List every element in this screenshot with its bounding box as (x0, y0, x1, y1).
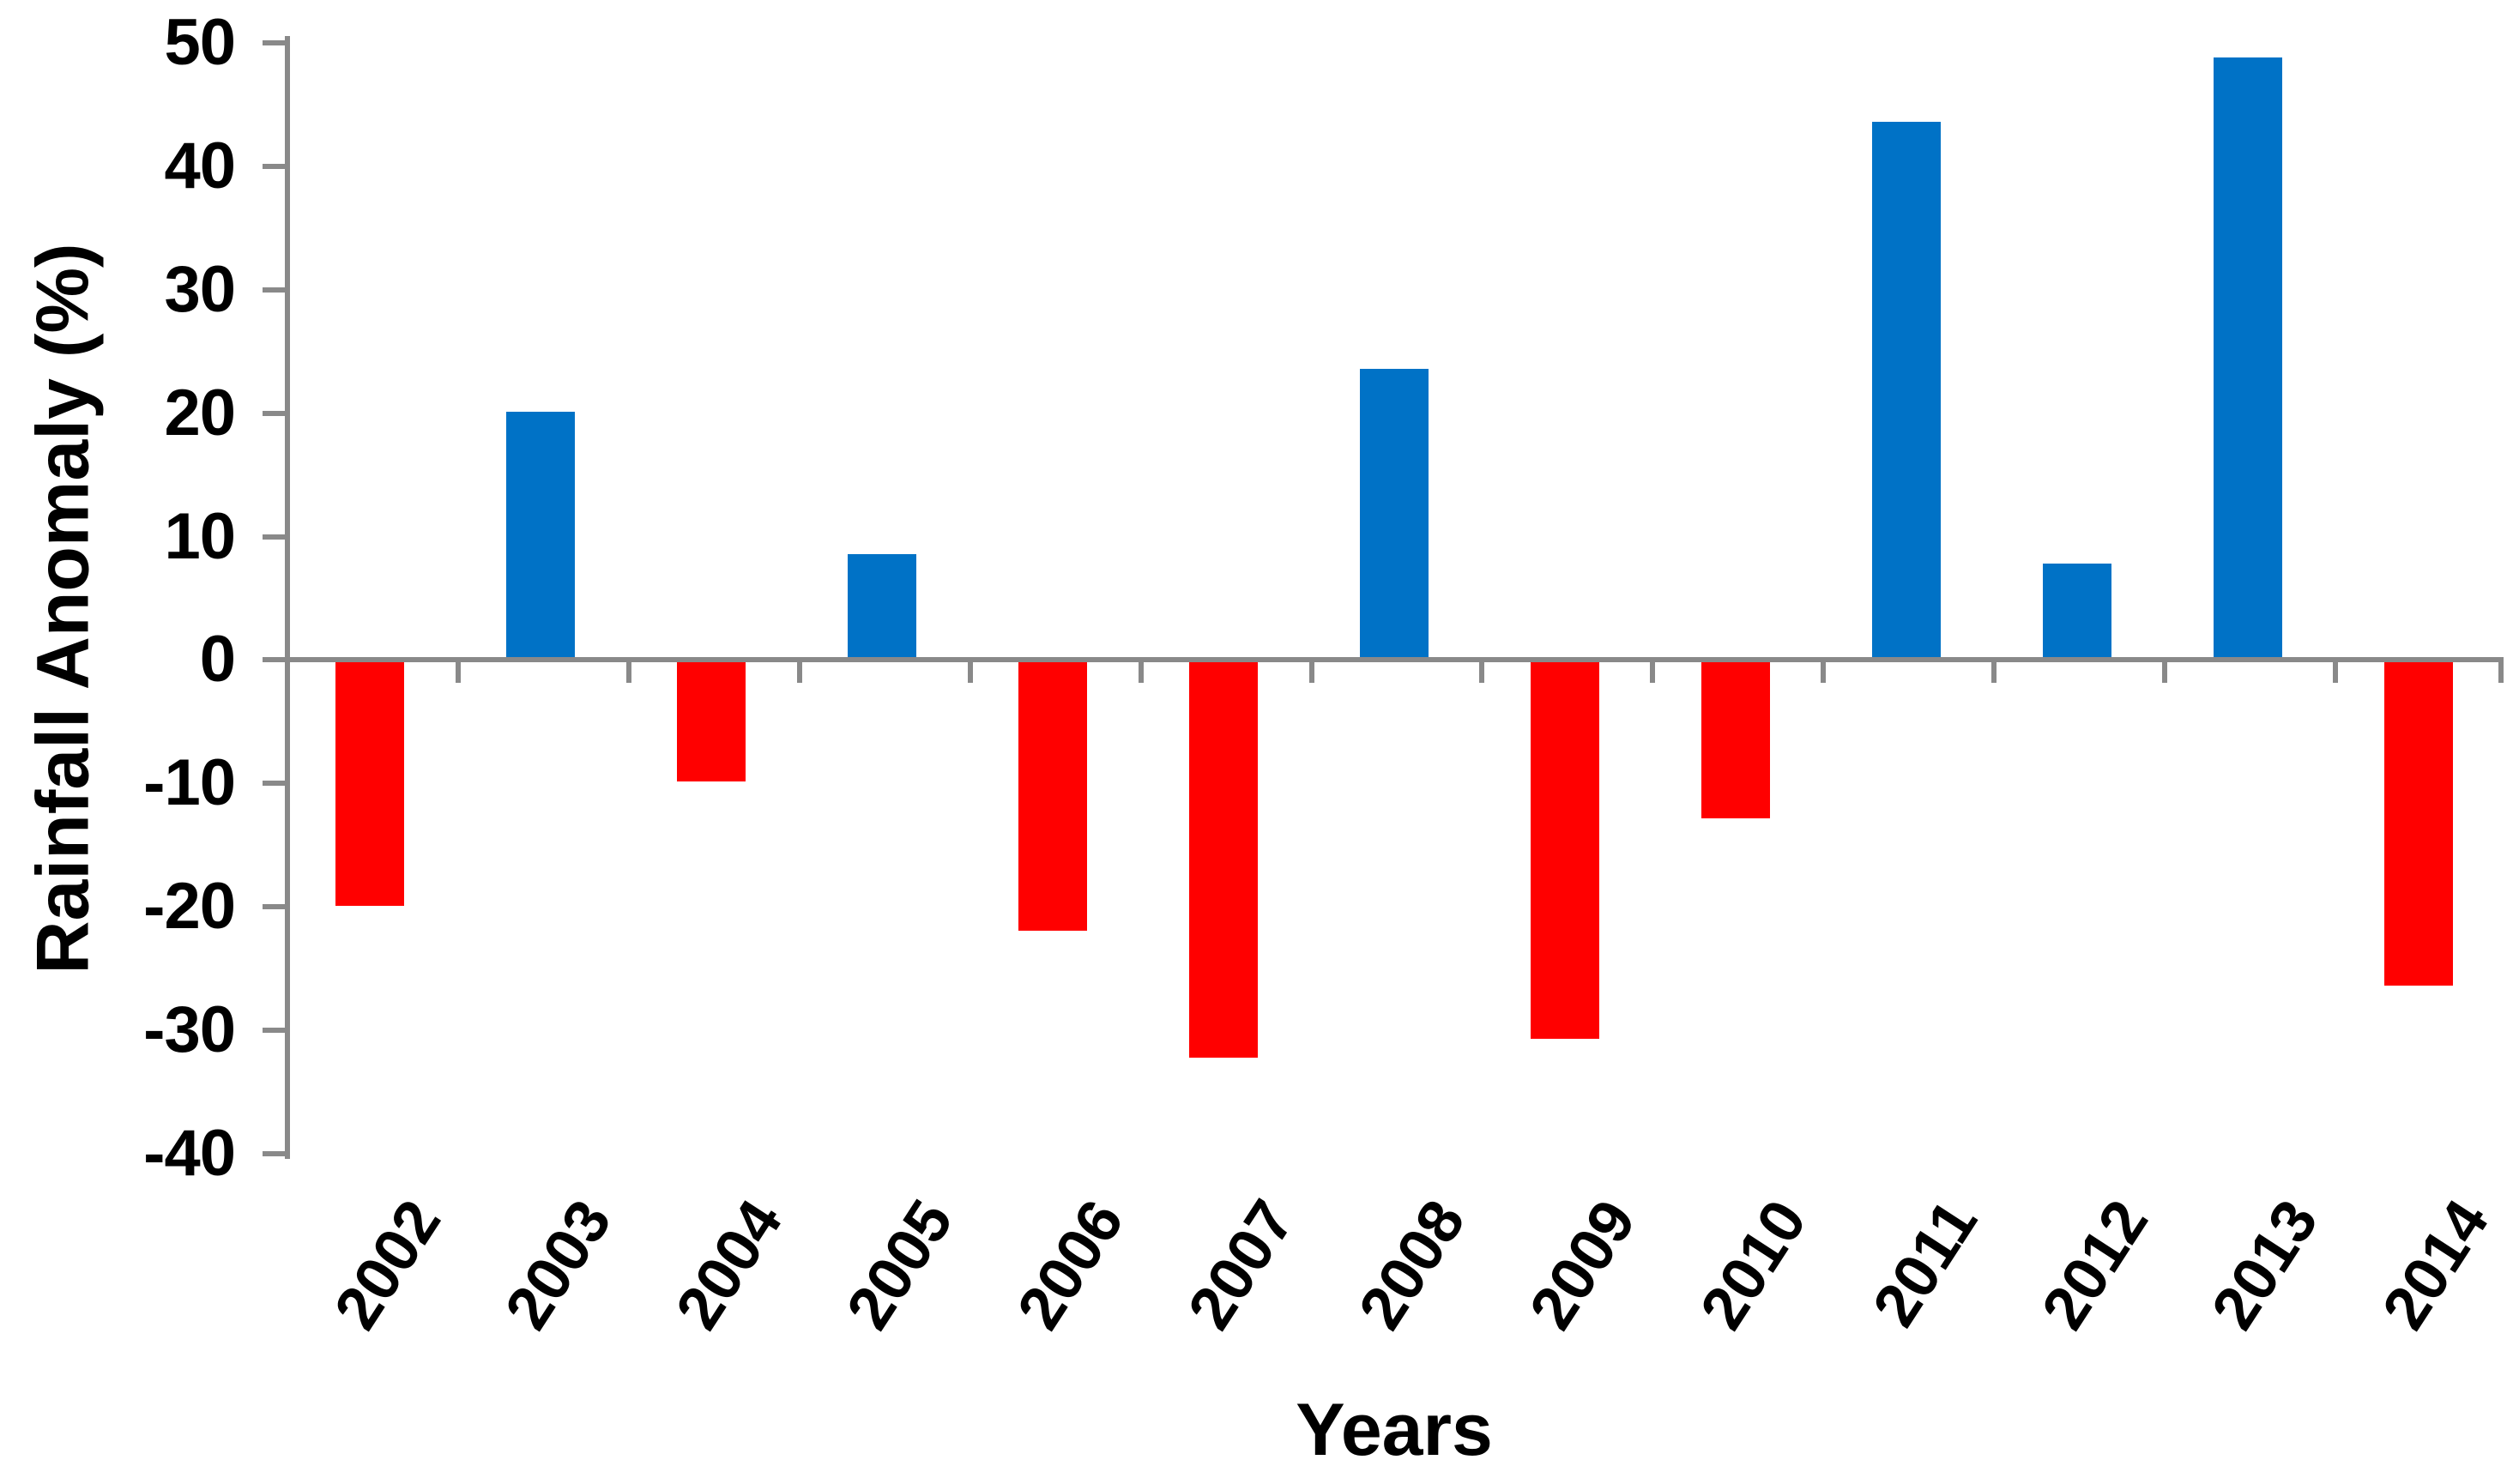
x-tick-label-2004: 2004 (662, 1188, 796, 1342)
y-axis-tick (263, 410, 285, 416)
x-tick-label-2010: 2010 (1687, 1188, 1820, 1342)
y-axis-tick (263, 904, 285, 910)
x-axis-tick (796, 662, 802, 684)
y-axis-tick (263, 1151, 285, 1156)
x-tick-label-2008: 2008 (1345, 1188, 1478, 1342)
x-tick-label-2012: 2012 (2028, 1188, 2161, 1342)
bar-2003 (506, 412, 576, 658)
y-tick-label: -20 (143, 870, 236, 944)
x-axis-tick (1821, 662, 1827, 684)
x-tick-label-2013: 2013 (2199, 1188, 2332, 1342)
y-axis-tick (263, 1028, 285, 1034)
x-axis-tick (967, 662, 973, 684)
x-axis-tick (285, 662, 290, 684)
y-tick-label: -10 (143, 746, 236, 820)
x-axis-line (285, 657, 2504, 663)
bar-2009 (1530, 662, 1599, 1040)
y-tick-label: 30 (164, 252, 236, 326)
y-tick-label: 0 (199, 623, 236, 697)
y-tick-label: 20 (164, 376, 236, 449)
x-axis-tick (1138, 662, 1144, 684)
x-tick-label-2011: 2011 (1859, 1188, 1990, 1339)
x-tick-label-2007: 2007 (1175, 1188, 1308, 1342)
y-axis-tick (263, 781, 285, 787)
x-tick-label-2006: 2006 (1004, 1188, 1138, 1342)
bar-2014 (2383, 662, 2453, 986)
y-axis-tick (263, 534, 285, 540)
x-tick-label-2002: 2002 (322, 1188, 455, 1342)
bar-2002 (335, 662, 405, 906)
y-tick-label: 50 (164, 6, 236, 79)
x-axis-tick (625, 662, 631, 684)
bar-2004 (677, 662, 746, 781)
y-tick-label: -40 (143, 1117, 236, 1190)
x-axis-tick (2498, 662, 2504, 684)
y-axis-tick (263, 287, 285, 293)
bar-2007 (1189, 662, 1259, 1058)
bar-2011 (1871, 121, 1941, 658)
y-tick-label: 10 (164, 499, 236, 573)
y-axis-tick (263, 40, 285, 45)
bar-2010 (1701, 662, 1770, 818)
bar-2012 (2042, 564, 2111, 658)
x-axis-tick (1479, 662, 1485, 684)
x-axis-tick (1650, 662, 1656, 684)
x-axis-tick (2162, 662, 2168, 684)
y-axis-tick (263, 657, 285, 663)
bar-2013 (2213, 57, 2282, 658)
x-axis-title: Years (1296, 1389, 1493, 1471)
y-tick-label: 40 (164, 129, 236, 202)
x-axis-tick (455, 662, 461, 684)
x-tick-label-2005: 2005 (833, 1188, 967, 1342)
bar-2006 (1018, 662, 1088, 931)
y-axis-tick (263, 163, 285, 169)
x-axis-tick (1308, 662, 1314, 684)
bar-2008 (1360, 368, 1429, 658)
x-axis-tick (1991, 662, 1997, 684)
y-axis-line (285, 36, 290, 1159)
x-axis-tick (2333, 662, 2339, 684)
x-tick-label-2003: 2003 (492, 1188, 625, 1342)
x-tick-label-2009: 2009 (1516, 1188, 1649, 1342)
y-tick-label: -30 (143, 993, 236, 1067)
x-tick-label-2014: 2014 (2370, 1188, 2503, 1342)
bar-2005 (848, 553, 917, 658)
